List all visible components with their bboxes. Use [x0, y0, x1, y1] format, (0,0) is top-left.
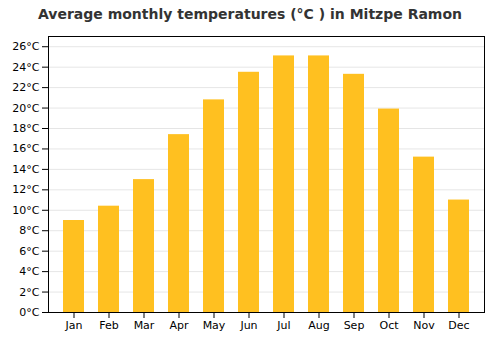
svg-text:Aug: Aug: [308, 319, 329, 332]
svg-text:12°C: 12°C: [12, 183, 39, 196]
svg-text:Apr: Apr: [169, 319, 189, 332]
svg-text:2°C: 2°C: [19, 286, 39, 299]
svg-text:Oct: Oct: [379, 319, 399, 332]
svg-text:Jan: Jan: [65, 319, 83, 332]
svg-text:10°C: 10°C: [12, 204, 39, 217]
svg-text:22°C: 22°C: [12, 81, 39, 94]
svg-text:4°C: 4°C: [19, 265, 39, 278]
svg-text:Dec: Dec: [448, 319, 469, 332]
svg-text:6°C: 6°C: [19, 245, 39, 258]
svg-text:8°C: 8°C: [19, 224, 39, 237]
svg-text:Sep: Sep: [344, 319, 365, 332]
html-text:Average monthly temperatures (: Average monthly temperatures (°C ) in Mi…: [38, 6, 462, 22]
svg-text:18°C: 18°C: [12, 122, 39, 135]
svg-text:0°C: 0°C: [19, 306, 39, 319]
svg-text:26°C: 26°C: [12, 40, 39, 53]
svg-text:Jun: Jun: [239, 319, 257, 332]
svg-text:20°C: 20°C: [12, 102, 39, 115]
svg-text:16°C: 16°C: [12, 142, 39, 155]
svg-text:Jul: Jul: [276, 319, 290, 332]
svg-text:Feb: Feb: [99, 319, 118, 332]
svg-text:Mar: Mar: [134, 319, 155, 332]
svg-text:May: May: [203, 319, 226, 332]
svg-text:Nov: Nov: [413, 319, 435, 332]
svg-text:14°C: 14°C: [12, 163, 39, 176]
svg-text:24°C: 24°C: [12, 61, 39, 74]
